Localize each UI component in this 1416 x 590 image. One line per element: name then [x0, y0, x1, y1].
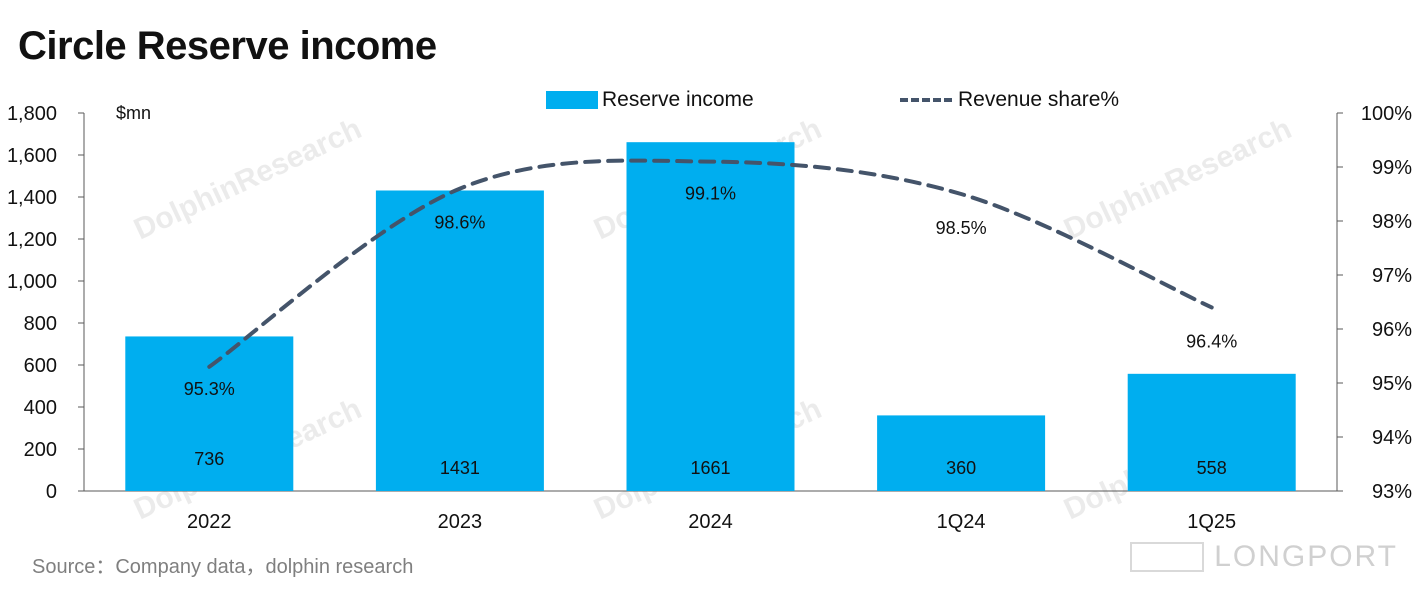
- y-left-tick-label: 0: [46, 481, 57, 503]
- brand-logo-icon: [1130, 542, 1205, 572]
- line-value-label: 98.5%: [936, 218, 987, 238]
- y-left-tick-label: 400: [24, 397, 57, 419]
- y-left-tick-label: 1,000: [7, 271, 57, 293]
- y-right-tick-label: 94%: [1372, 427, 1412, 449]
- bar-2022: [125, 336, 294, 491]
- bar-1q25: [1127, 373, 1296, 491]
- y-left-tick-label: 200: [24, 439, 57, 461]
- x-tick-label: 2022: [187, 511, 232, 533]
- y-left-tick-label: 1,400: [7, 187, 57, 209]
- y-right-tick-label: 98%: [1372, 211, 1412, 233]
- brand-watermark: LONGPORT: [1130, 540, 1398, 574]
- line-value-label: 96.4%: [1186, 331, 1237, 351]
- x-tick-label: 2024: [688, 511, 733, 533]
- legend-label-revenue-share: Revenue share%: [958, 88, 1120, 111]
- y-right-tick-label: 96%: [1372, 319, 1412, 341]
- y-left-tick-label: 1,800: [7, 103, 57, 125]
- bar-1q24: [877, 415, 1046, 491]
- y-right-tick-label: 99%: [1372, 157, 1412, 179]
- source-note: Source：Company data，dolphin research: [32, 556, 414, 578]
- bar-value-label: 360: [946, 458, 976, 478]
- y-left-tick-label: 600: [24, 355, 57, 377]
- bar-value-label: 1431: [440, 458, 480, 478]
- legend-swatch-bar: [546, 91, 598, 109]
- bar-2024: [626, 142, 795, 491]
- y-right-tick-label: 100%: [1361, 103, 1412, 125]
- chart-title: Circle Reserve income: [18, 24, 437, 68]
- y-left-tick-label: 800: [24, 313, 57, 335]
- watermark-text: DolphinResearch: [129, 112, 367, 246]
- watermark-text: DolphinResearch: [1059, 112, 1297, 246]
- y-right-tick-label: 93%: [1372, 481, 1412, 503]
- bar-2023: [375, 190, 544, 492]
- legend-label-reserve-income: Reserve income: [602, 88, 754, 111]
- legend-swatch-line: [900, 98, 952, 102]
- x-tick-label: 2023: [438, 511, 483, 533]
- revenue-share-line: [207, 158, 1214, 369]
- brand-watermark-text: LONGPORT: [1214, 540, 1398, 573]
- bar-value-label: 1661: [690, 458, 730, 478]
- line-value-label: 99.1%: [685, 184, 736, 204]
- y-left-tick-label: 1,600: [7, 145, 57, 167]
- x-tick-label: 1Q24: [937, 511, 986, 533]
- legend-item-reserve-income: Reserve income: [546, 86, 754, 114]
- bar-value-label: 736: [194, 449, 224, 469]
- y-left-tick-label: 1,200: [7, 229, 57, 251]
- y-right-tick-label: 95%: [1372, 373, 1412, 395]
- x-tick-label: 1Q25: [1187, 511, 1236, 533]
- line-value-label: 98.6%: [434, 213, 485, 233]
- legend-item-revenue-share: Revenue share%: [900, 86, 1119, 114]
- bar-value-label: 558: [1197, 458, 1227, 478]
- line-value-label: 95.3%: [184, 379, 235, 399]
- y-axis-unit: $mn: [116, 103, 152, 123]
- y-right-tick-label: 97%: [1372, 265, 1412, 287]
